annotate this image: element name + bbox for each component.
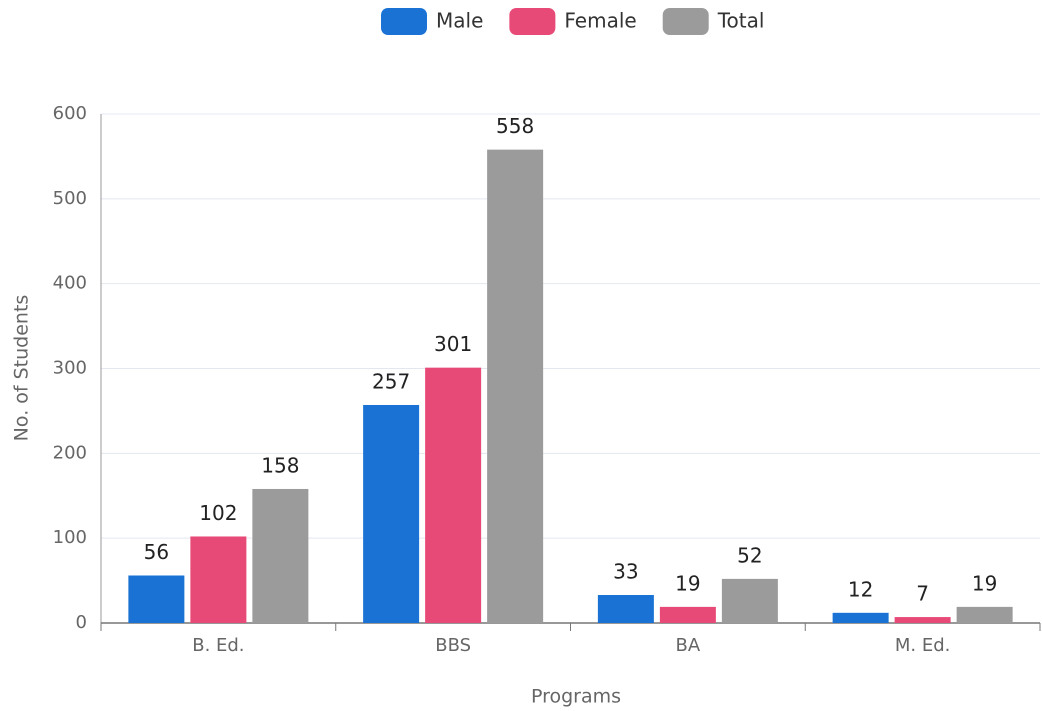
y-tick-label: 400 bbox=[53, 273, 87, 294]
value-label: 257 bbox=[372, 369, 410, 393]
value-label: 33 bbox=[613, 560, 638, 584]
bar bbox=[252, 488, 309, 623]
x-tick-label: B. Ed. bbox=[192, 635, 244, 656]
legend-swatch bbox=[381, 8, 427, 35]
x-tick-label: BA bbox=[676, 635, 701, 656]
y-tick-label: 0 bbox=[76, 612, 87, 633]
y-tick-label: 200 bbox=[53, 442, 87, 463]
y-tick-label: 300 bbox=[53, 358, 87, 379]
y-axis-label: No. of Students bbox=[11, 295, 33, 442]
value-label: 12 bbox=[848, 577, 873, 601]
x-axis-label: Programs bbox=[531, 686, 621, 708]
value-label: 19 bbox=[972, 571, 997, 595]
y-tick-label: 500 bbox=[53, 188, 87, 209]
x-tick-label: BBS bbox=[435, 635, 471, 656]
x-tick-label: M. Ed. bbox=[895, 635, 951, 656]
value-label: 52 bbox=[737, 543, 762, 567]
bar bbox=[190, 536, 247, 623]
legend-swatch bbox=[662, 8, 709, 35]
value-label: 7 bbox=[916, 582, 929, 606]
legend-label: Female bbox=[564, 9, 636, 33]
y-tick-label: 100 bbox=[53, 527, 87, 548]
y-tick-label: 600 bbox=[53, 103, 87, 124]
bar bbox=[128, 575, 185, 623]
value-label: 19 bbox=[675, 571, 700, 595]
legend-label: Total bbox=[717, 9, 765, 33]
bar bbox=[659, 606, 716, 623]
bar bbox=[894, 617, 951, 623]
bar bbox=[487, 149, 544, 623]
bar bbox=[956, 606, 1013, 623]
legend-label: Male bbox=[436, 9, 483, 33]
value-label: 56 bbox=[144, 540, 169, 564]
bar bbox=[363, 404, 420, 623]
bar bbox=[832, 612, 889, 623]
bar bbox=[425, 367, 482, 623]
value-label: 301 bbox=[434, 332, 472, 356]
legend-swatch bbox=[509, 8, 556, 35]
value-label: 158 bbox=[261, 453, 299, 477]
bar bbox=[721, 578, 778, 623]
value-label: 102 bbox=[199, 501, 237, 525]
value-label: 558 bbox=[496, 114, 534, 138]
bar bbox=[597, 595, 654, 623]
